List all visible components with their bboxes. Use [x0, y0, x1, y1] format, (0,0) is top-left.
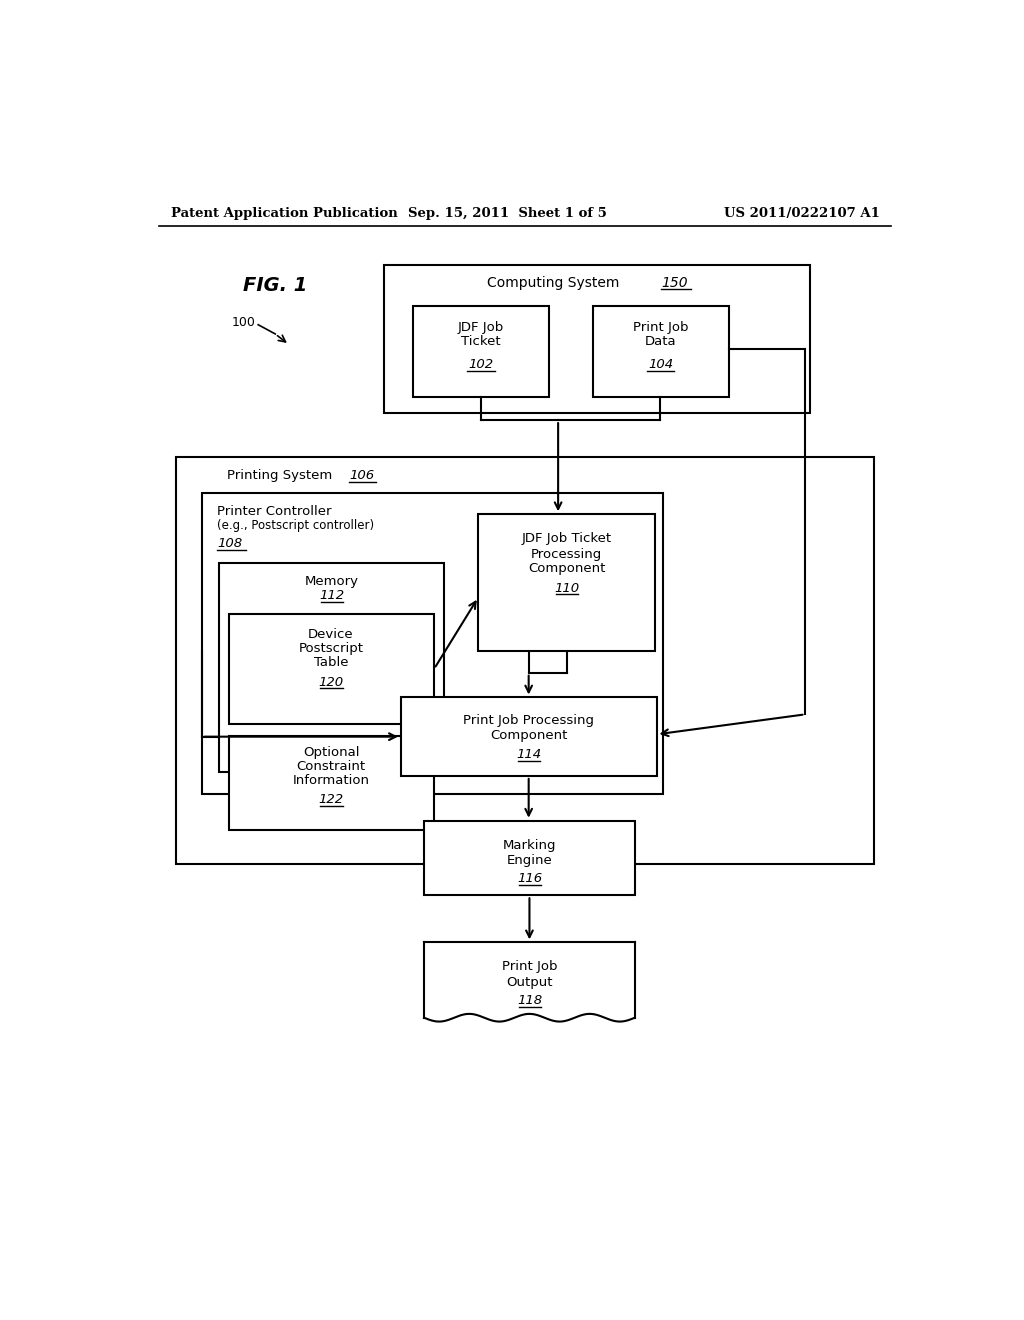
Text: Sep. 15, 2011  Sheet 1 of 5: Sep. 15, 2011 Sheet 1 of 5 [409, 207, 607, 220]
Bar [424, 821, 635, 895]
Text: 104: 104 [648, 358, 673, 371]
Text: 110: 110 [554, 582, 580, 594]
Text: 106: 106 [349, 469, 374, 482]
Text: Memory: Memory [305, 576, 358, 589]
Text: 108: 108 [217, 537, 243, 550]
Text: FIG. 1: FIG. 1 [243, 276, 307, 294]
Text: Processing: Processing [531, 548, 602, 561]
Bar [593, 306, 729, 397]
Text: Print Job: Print Job [633, 321, 688, 334]
Text: Output: Output [506, 975, 553, 989]
Text: Table: Table [313, 656, 348, 669]
Text: Component: Component [528, 562, 605, 576]
Bar [219, 562, 444, 772]
Text: 100: 100 [232, 315, 256, 329]
Text: Computing System: Computing System [486, 276, 618, 290]
Bar [228, 737, 434, 830]
Text: 120: 120 [318, 676, 344, 689]
Text: 114: 114 [516, 748, 542, 760]
Text: 102: 102 [468, 358, 494, 371]
Text: (e.g., Postscript controller): (e.g., Postscript controller) [217, 519, 374, 532]
Bar [176, 457, 873, 863]
Text: Constraint: Constraint [297, 760, 366, 774]
Text: 150: 150 [662, 276, 688, 290]
Text: Postscript: Postscript [299, 643, 364, 656]
Text: 118: 118 [517, 994, 542, 1007]
Bar [400, 697, 656, 776]
Bar [478, 515, 655, 651]
Text: Patent Application Publication: Patent Application Publication [171, 207, 397, 220]
Text: Marking: Marking [503, 838, 556, 851]
Text: Optional: Optional [303, 746, 359, 759]
Text: Component: Component [490, 730, 567, 742]
Text: 116: 116 [517, 871, 542, 884]
Text: US 2011/0222107 A1: US 2011/0222107 A1 [724, 207, 880, 220]
Text: 112: 112 [319, 589, 344, 602]
Text: Data: Data [645, 335, 676, 348]
Text: 122: 122 [318, 793, 344, 807]
Bar [228, 614, 434, 723]
Bar [384, 264, 810, 412]
Text: Information: Information [293, 774, 370, 787]
Text: Engine: Engine [507, 854, 552, 867]
Text: Print Job: Print Job [502, 961, 557, 973]
Text: JDF Job: JDF Job [458, 321, 504, 334]
Text: Ticket: Ticket [461, 335, 501, 348]
Text: Device: Device [308, 628, 354, 640]
Text: JDF Job Ticket: JDF Job Ticket [521, 532, 611, 545]
Bar [202, 492, 663, 795]
Text: Printing System: Printing System [227, 469, 333, 482]
Text: Printer Controller: Printer Controller [217, 504, 332, 517]
Bar [414, 306, 549, 397]
Text: Print Job Processing: Print Job Processing [463, 714, 594, 727]
